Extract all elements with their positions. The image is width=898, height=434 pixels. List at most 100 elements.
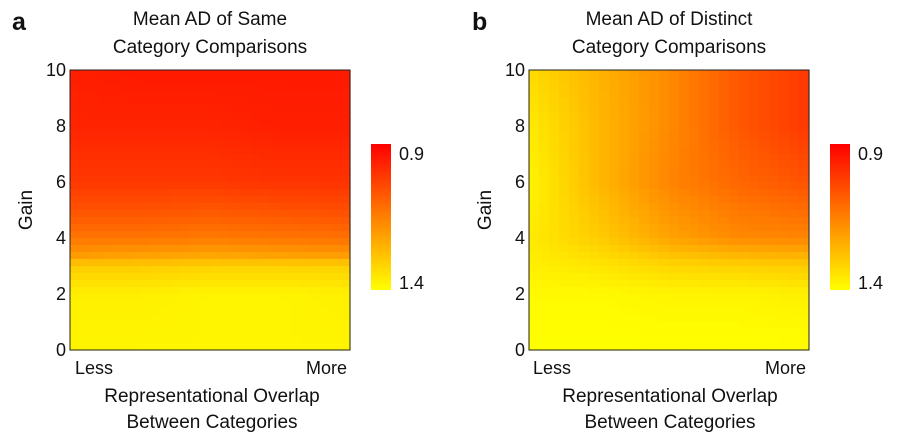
heatmap-cell bbox=[150, 154, 161, 162]
heatmap-cell bbox=[729, 147, 740, 155]
heatmap-cell bbox=[629, 140, 640, 148]
heatmap-cell bbox=[330, 126, 341, 134]
heatmap-cell bbox=[210, 119, 221, 127]
heatmap-cell bbox=[619, 252, 630, 260]
heatmap-cell bbox=[639, 105, 650, 113]
heatmap-cell bbox=[569, 203, 580, 211]
heatmap-cell bbox=[699, 175, 710, 183]
heatmap-cell bbox=[330, 147, 341, 155]
heatmap-cell bbox=[539, 140, 550, 148]
heatmap-cell bbox=[769, 329, 780, 337]
heatmap-cell bbox=[659, 140, 670, 148]
heatmap-cell bbox=[170, 315, 181, 323]
heatmap-cell bbox=[679, 161, 690, 169]
heatmap-cell bbox=[719, 119, 730, 127]
heatmap-cell bbox=[639, 217, 650, 225]
heatmap-cell bbox=[70, 266, 81, 274]
heatmap-cell bbox=[759, 84, 770, 92]
heatmap-cell bbox=[230, 196, 241, 204]
heatmap-cell bbox=[679, 322, 690, 330]
heatmap-cell bbox=[679, 308, 690, 316]
heatmap-cell bbox=[689, 231, 700, 239]
heatmap-cell bbox=[529, 147, 540, 155]
heatmap-cell bbox=[719, 245, 730, 253]
heatmap-cell bbox=[250, 259, 261, 267]
heatmap-cell bbox=[669, 252, 680, 260]
heatmap-cell bbox=[779, 119, 790, 127]
heatmap-cell bbox=[679, 182, 690, 190]
heatmap-cell bbox=[719, 175, 730, 183]
heatmap-cell bbox=[629, 91, 640, 99]
heatmap-cell bbox=[749, 301, 760, 309]
heatmap-cell bbox=[529, 301, 540, 309]
heatmap-cell bbox=[220, 266, 231, 274]
heatmap-cell bbox=[240, 343, 251, 351]
heatmap-cell bbox=[150, 238, 161, 246]
heatmap-cell bbox=[250, 196, 261, 204]
heatmap-cell bbox=[110, 224, 121, 232]
heatmap-cell bbox=[539, 168, 550, 176]
heatmap-cell bbox=[280, 77, 291, 85]
heatmap-cell bbox=[579, 70, 590, 78]
heatmap-cell bbox=[779, 252, 790, 260]
x-tick-more: More bbox=[306, 358, 347, 378]
heatmap-cell bbox=[240, 329, 251, 337]
heatmap-cell bbox=[799, 343, 810, 351]
heatmap-cell bbox=[539, 112, 550, 120]
heatmap-cell bbox=[180, 189, 191, 197]
heatmap-cell bbox=[270, 84, 281, 92]
heatmap-cell bbox=[679, 133, 690, 141]
heatmap-cell bbox=[729, 196, 740, 204]
heatmap-cell bbox=[539, 182, 550, 190]
heatmap-cell bbox=[729, 140, 740, 148]
heatmap-cell bbox=[639, 189, 650, 197]
heatmap-cell bbox=[300, 70, 311, 78]
heatmap-cell bbox=[240, 84, 251, 92]
heatmap-cell bbox=[140, 217, 151, 225]
y-tick-10: 10 bbox=[505, 60, 525, 80]
heatmap-cell bbox=[300, 245, 311, 253]
heatmap-cell bbox=[110, 77, 121, 85]
heatmap-cell bbox=[300, 322, 311, 330]
heatmap-cell bbox=[759, 308, 770, 316]
heatmap-cell bbox=[100, 294, 111, 302]
heatmap-cell bbox=[290, 77, 301, 85]
heatmap-cell bbox=[649, 273, 660, 281]
heatmap-cell bbox=[320, 336, 331, 344]
heatmap-cell bbox=[290, 168, 301, 176]
heatmap-cell bbox=[270, 175, 281, 183]
heatmap-cell bbox=[270, 301, 281, 309]
heatmap-cell bbox=[290, 126, 301, 134]
heatmap-cell bbox=[160, 308, 171, 316]
heatmap-cell bbox=[669, 308, 680, 316]
heatmap-cell bbox=[320, 273, 331, 281]
heatmap-cell bbox=[120, 280, 131, 288]
heatmap-cell bbox=[80, 196, 91, 204]
heatmap-cell bbox=[260, 329, 271, 337]
heatmap-cell bbox=[190, 147, 201, 155]
heatmap-cell bbox=[80, 98, 91, 106]
heatmap-cell bbox=[200, 210, 211, 218]
heatmap-cell bbox=[210, 301, 221, 309]
heatmap-cell bbox=[679, 217, 690, 225]
heatmap-cell bbox=[110, 308, 121, 316]
heatmap-cell bbox=[330, 315, 341, 323]
heatmap-cell bbox=[170, 161, 181, 169]
heatmap-cell bbox=[110, 119, 121, 127]
heatmap-cell bbox=[250, 77, 261, 85]
heatmap-cell bbox=[270, 147, 281, 155]
heatmap-cell bbox=[170, 196, 181, 204]
heatmap-cell bbox=[729, 112, 740, 120]
heatmap-cell bbox=[260, 168, 271, 176]
heatmap-cell bbox=[589, 126, 600, 134]
heatmap-cell bbox=[170, 98, 181, 106]
heatmap-cell bbox=[220, 84, 231, 92]
heatmap-cell bbox=[240, 133, 251, 141]
heatmap-cell bbox=[609, 231, 620, 239]
heatmap-cell bbox=[699, 196, 710, 204]
heatmap-cell bbox=[270, 70, 281, 78]
heatmap-cell bbox=[340, 91, 351, 99]
heatmap-cell bbox=[539, 105, 550, 113]
heatmap-cell bbox=[669, 112, 680, 120]
heatmap-cell bbox=[110, 175, 121, 183]
